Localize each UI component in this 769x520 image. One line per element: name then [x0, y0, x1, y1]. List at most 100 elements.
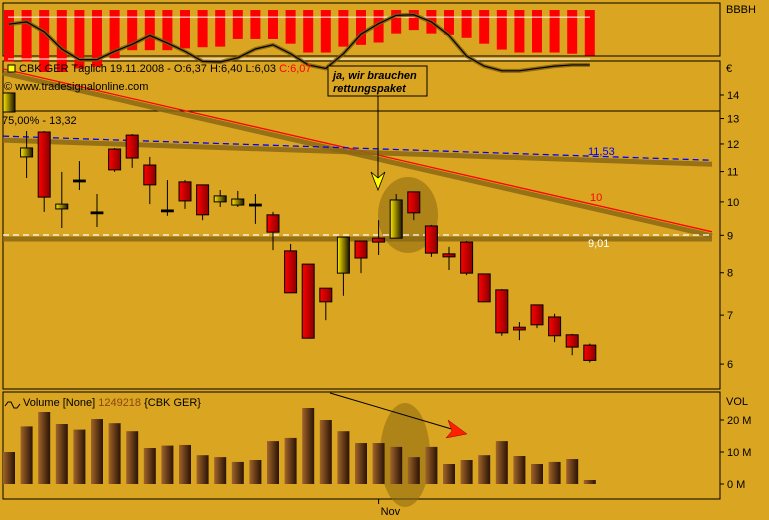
- candle-down: [424, 225, 438, 254]
- candle-doji: [90, 211, 104, 215]
- volume-bar: [20, 426, 33, 484]
- volume-bars: [3, 408, 596, 484]
- candles: [2, 92, 597, 363]
- volume-legend: Volume [None] 1249218 {CBK GER}: [23, 397, 201, 409]
- candle-down: [37, 131, 51, 198]
- volume-highlight-ellipse: [380, 403, 430, 507]
- volume-bar: [73, 429, 86, 484]
- candle-doji: [160, 209, 174, 213]
- volume-bar: [91, 419, 103, 484]
- volume-bar: [231, 461, 244, 484]
- volume-bar: [196, 455, 209, 484]
- price-tick-label: 11: [727, 167, 738, 179]
- bbbh-bar: [549, 10, 560, 53]
- volume-bar: [513, 456, 526, 484]
- volume-tick-label: 20 M: [727, 415, 751, 427]
- symbol-marker-icon: [7, 64, 16, 73]
- candle-down: [301, 263, 315, 339]
- bbbh-bar: [180, 10, 190, 49]
- yellow-arrow-icon: [370, 171, 386, 192]
- trendline-shadow: [2, 137, 713, 167]
- symbol-line: CBK GER Täglich 19.11.2008 - O:6,37 H:6,…: [19, 63, 312, 75]
- candle-down: [319, 287, 333, 303]
- bbbh-bar: [567, 10, 578, 54]
- bbbh-bar: [250, 10, 261, 39]
- volume-bar: [337, 431, 350, 484]
- annotation-line1: ja, wir brauchen: [331, 70, 417, 82]
- volume-bar: [583, 480, 596, 484]
- candle-doji: [513, 326, 526, 331]
- candle-down: [125, 134, 139, 159]
- bbbh-line: [8, 14, 590, 72]
- bbbh-bar: [532, 10, 542, 53]
- candle-down: [284, 250, 298, 294]
- price-tick-label: 12: [727, 139, 739, 151]
- candle-down: [495, 289, 509, 334]
- volume-bar: [548, 461, 561, 484]
- axes: €14 13 12 11 10 9 8 7 6 20 M 10 M 0 M Nov: [378, 63, 751, 518]
- bbbh-bar: [461, 10, 472, 38]
- volume-bar: [443, 464, 455, 484]
- volume-bar: [425, 446, 438, 484]
- volume-panel-frame: [2, 391, 721, 500]
- bbbh-bar: [162, 10, 173, 51]
- price-panel-frame: [2, 60, 721, 390]
- candle-down: [407, 191, 421, 214]
- volume-bar: [495, 441, 508, 484]
- candle-down: [548, 316, 562, 337]
- bbbh-bar: [197, 10, 208, 48]
- candle-up: [231, 198, 245, 206]
- range-text: 75,00% - 13,32: [2, 115, 77, 127]
- candle-doji: [73, 179, 86, 183]
- candle-up: [55, 203, 69, 210]
- close-text: C:6,07: [279, 63, 311, 75]
- price-tick-label: 7: [727, 310, 733, 322]
- bbbh-bar: [444, 10, 454, 35]
- trendline-label: 10: [590, 192, 602, 204]
- price-tick-label: 6: [727, 359, 733, 371]
- bbbh-bar: [496, 10, 507, 50]
- candle-down: [372, 237, 386, 243]
- volume-bar: [161, 445, 174, 484]
- candle-down: [460, 241, 474, 274]
- volume-axis-label: VOL: [726, 396, 748, 408]
- bbbh-bar: [338, 10, 349, 47]
- volume-bar: [55, 424, 68, 484]
- volume-tick-label: 10 M: [727, 447, 751, 459]
- price-tick-label: 9: [727, 230, 733, 242]
- bbbh-bar: [74, 10, 85, 69]
- annotation-line2: rettungspaket: [333, 83, 407, 95]
- candle-down: [477, 273, 491, 303]
- price-tick-label: 13: [727, 114, 739, 126]
- candle-down: [442, 253, 456, 258]
- bbbh-bar: [92, 10, 102, 67]
- bbbh-bar: [408, 10, 419, 31]
- price-axis-unit: €: [726, 63, 732, 75]
- bbbh-bar: [584, 10, 595, 56]
- trendlines: 10 11,53 9,01: [2, 68, 713, 250]
- ohl-text: CBK GER Täglich 19.11.2008 - O:6,37 H:6,…: [19, 63, 279, 75]
- bbbh-bar: [21, 10, 32, 62]
- bbbh-indicator: [4, 10, 595, 73]
- volume-bar: [126, 431, 139, 484]
- candle-up: [389, 199, 403, 239]
- trendline: [2, 135, 713, 161]
- volume-bar: [267, 441, 279, 484]
- x-tick-label: Nov: [381, 506, 401, 518]
- volume-bar: [319, 420, 332, 484]
- volume-bar: [38, 412, 51, 484]
- bbbh-bar: [39, 10, 50, 72]
- volume-bar: [478, 455, 491, 484]
- bbbh-bar: [268, 10, 278, 39]
- bbbh-bar: [127, 10, 138, 51]
- volume-bar: [179, 444, 191, 484]
- bbbh-bar: [391, 10, 402, 34]
- volume-legend-prefix: Volume [None]: [23, 397, 98, 409]
- candle-down: [196, 184, 210, 216]
- bbbh-bar: [232, 10, 243, 39]
- bbbh-bar: [303, 10, 314, 53]
- bbbh-bar: [356, 10, 366, 45]
- top-panel-label: BBBH: [726, 4, 756, 16]
- volume-bar: [355, 443, 367, 484]
